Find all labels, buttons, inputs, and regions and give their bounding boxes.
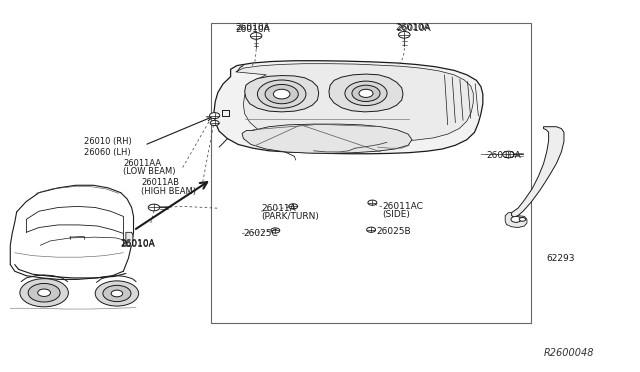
Circle shape (265, 84, 298, 104)
Text: 26011AC: 26011AC (383, 202, 424, 211)
Circle shape (352, 85, 380, 102)
Circle shape (148, 204, 160, 211)
Text: R2600048: R2600048 (544, 348, 595, 358)
Text: 26011AA: 26011AA (124, 158, 161, 167)
Circle shape (209, 113, 220, 119)
Circle shape (210, 121, 219, 126)
Circle shape (20, 279, 68, 307)
Circle shape (399, 32, 410, 38)
Text: 26010A: 26010A (396, 23, 430, 32)
Polygon shape (214, 61, 483, 154)
Circle shape (271, 228, 280, 233)
Circle shape (519, 218, 525, 221)
Circle shape (111, 290, 123, 297)
Circle shape (367, 227, 376, 232)
Circle shape (95, 281, 139, 306)
Polygon shape (242, 124, 412, 153)
Circle shape (502, 151, 514, 158)
Circle shape (359, 89, 373, 97)
Circle shape (28, 283, 60, 302)
Text: 62293: 62293 (547, 254, 575, 263)
Circle shape (511, 217, 521, 222)
Polygon shape (329, 74, 403, 112)
Text: (SIDE): (SIDE) (383, 211, 410, 219)
Polygon shape (244, 76, 319, 112)
Text: 26010A: 26010A (121, 240, 156, 249)
Circle shape (289, 204, 298, 209)
Polygon shape (126, 232, 133, 246)
Text: 26010A: 26010A (236, 23, 271, 32)
Polygon shape (511, 127, 564, 218)
Text: 26010A: 26010A (397, 24, 431, 33)
Text: 26010A: 26010A (486, 151, 521, 160)
Text: 26011AB: 26011AB (141, 178, 179, 187)
Circle shape (38, 289, 51, 296)
Circle shape (103, 285, 131, 302)
Polygon shape (236, 64, 473, 142)
Bar (211, 23, 531, 323)
Text: 26011A: 26011A (261, 204, 296, 213)
Circle shape (368, 200, 377, 205)
Text: 26010A: 26010A (236, 25, 271, 34)
Polygon shape (505, 213, 527, 228)
Text: 26010 (RH): 26010 (RH) (84, 137, 131, 146)
Text: (PARK/TURN): (PARK/TURN) (261, 212, 319, 221)
Text: (LOW BEAM): (LOW BEAM) (124, 167, 176, 176)
Text: 26060 (LH): 26060 (LH) (84, 148, 131, 157)
Circle shape (257, 80, 306, 108)
Text: 26010A: 26010A (121, 239, 156, 248)
Circle shape (273, 89, 290, 99)
Text: 26025C: 26025C (243, 229, 278, 238)
Circle shape (250, 33, 262, 39)
Text: (HIGH BEAM): (HIGH BEAM) (141, 187, 196, 196)
Text: 26025B: 26025B (376, 227, 411, 236)
Circle shape (345, 81, 387, 106)
